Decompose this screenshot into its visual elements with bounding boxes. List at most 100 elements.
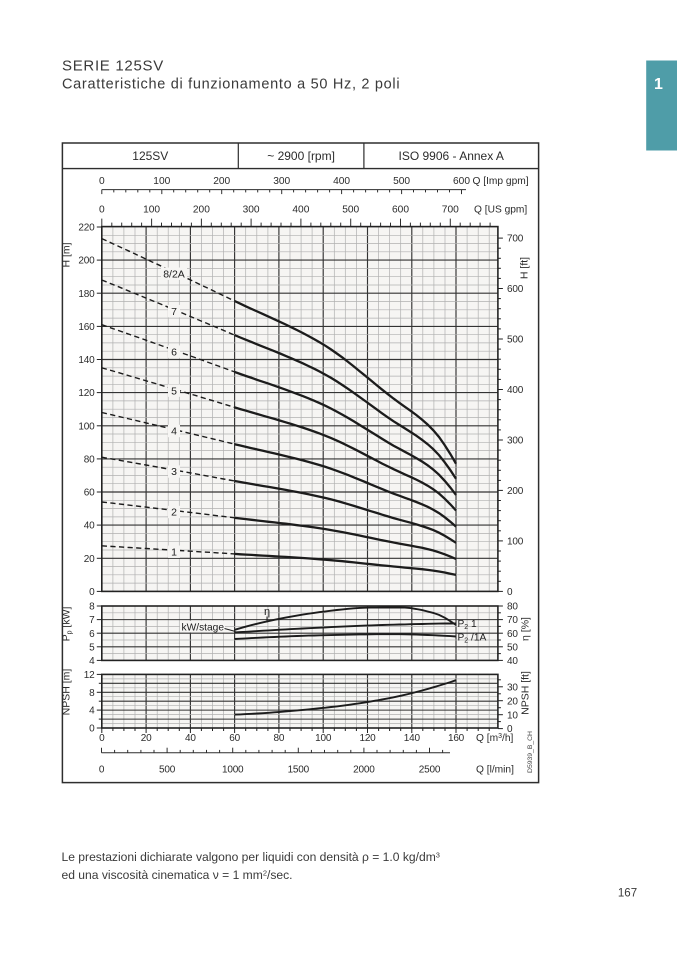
svg-text:80: 80: [84, 455, 95, 466]
svg-text:12: 12: [84, 670, 95, 681]
svg-text:Caratteristiche di funzionamen: Caratteristiche di funzionamento a 50 Hz…: [62, 77, 400, 93]
svg-text:500: 500: [393, 176, 410, 187]
svg-text:100: 100: [507, 537, 524, 548]
svg-text:P2 /1A: P2 /1A: [458, 633, 487, 645]
svg-text:6: 6: [89, 629, 95, 640]
svg-text:500: 500: [507, 335, 524, 346]
svg-text:8/2A: 8/2A: [163, 268, 185, 280]
svg-text:ISO 9906 - Annex A: ISO 9906 - Annex A: [398, 149, 503, 163]
svg-text:70: 70: [507, 615, 518, 626]
svg-text:500: 500: [342, 204, 359, 215]
svg-text:H [ft]: H [ft]: [519, 257, 531, 279]
svg-text:200: 200: [507, 486, 524, 497]
svg-text:0: 0: [99, 764, 105, 775]
svg-text:220: 220: [78, 223, 95, 234]
svg-text:~ 2900 [rpm]: ~ 2900 [rpm]: [267, 149, 335, 163]
svg-text:200: 200: [193, 204, 210, 215]
svg-text:4: 4: [171, 426, 177, 438]
svg-text:NPSH [ft]: NPSH [ft]: [520, 671, 532, 715]
svg-text:140: 140: [78, 355, 95, 366]
svg-text:10: 10: [507, 710, 518, 721]
svg-text:400: 400: [333, 176, 350, 187]
svg-text:40: 40: [507, 656, 518, 667]
svg-text:20: 20: [141, 733, 152, 744]
svg-text:0: 0: [89, 587, 95, 598]
svg-text:100: 100: [78, 421, 95, 432]
svg-text:Q [m3/h]: Q [m3/h]: [476, 733, 513, 744]
svg-text:Q [l/min]: Q [l/min]: [476, 764, 514, 775]
svg-text:167: 167: [618, 888, 637, 900]
svg-text:4: 4: [89, 706, 95, 717]
svg-text:200: 200: [78, 256, 95, 267]
svg-text:700: 700: [507, 234, 524, 245]
svg-text:5: 5: [171, 385, 177, 397]
svg-text:0: 0: [507, 724, 513, 735]
svg-text:180: 180: [78, 289, 95, 300]
svg-text:1: 1: [171, 546, 177, 558]
svg-text:80: 80: [507, 602, 518, 613]
svg-text:Q [Imp gpm]: Q [Imp gpm]: [473, 176, 529, 187]
svg-text:2: 2: [171, 507, 177, 519]
svg-text:100: 100: [143, 204, 160, 215]
svg-text:60: 60: [229, 733, 240, 744]
svg-text:kW/stage: kW/stage: [182, 623, 225, 634]
svg-text:η [%]: η [%]: [520, 617, 532, 641]
svg-text:Q [US gpm]: Q [US gpm]: [474, 204, 527, 215]
svg-text:0: 0: [507, 587, 513, 598]
svg-text:100: 100: [315, 733, 332, 744]
svg-text:200: 200: [213, 176, 230, 187]
svg-text:60: 60: [507, 629, 518, 640]
svg-text:700: 700: [442, 204, 459, 215]
svg-text:20: 20: [84, 554, 95, 565]
svg-text:300: 300: [273, 176, 290, 187]
svg-text:400: 400: [292, 204, 309, 215]
svg-text:η: η: [264, 606, 270, 618]
svg-text:30: 30: [507, 682, 518, 693]
svg-text:2500: 2500: [419, 764, 441, 775]
svg-text:100: 100: [153, 176, 170, 187]
svg-text:H [m]: H [m]: [61, 242, 73, 267]
svg-text:SERIE 125SV: SERIE 125SV: [62, 58, 164, 75]
svg-text:D5939_B_CH: D5939_B_CH: [527, 731, 534, 773]
svg-text:125SV: 125SV: [132, 149, 168, 163]
svg-text:1500: 1500: [288, 764, 310, 775]
svg-text:120: 120: [78, 388, 95, 399]
svg-text:600: 600: [507, 284, 524, 295]
svg-text:160: 160: [448, 733, 465, 744]
svg-text:0: 0: [99, 204, 105, 215]
svg-text:7: 7: [89, 615, 95, 626]
svg-text:0: 0: [99, 733, 105, 744]
svg-text:2000: 2000: [353, 764, 375, 775]
svg-text:ed una viscosità cinematica ν: ed una viscosità cinematica ν = 1 mm2/se…: [62, 868, 293, 882]
svg-text:600: 600: [392, 204, 409, 215]
svg-text:40: 40: [185, 733, 196, 744]
svg-text:Pp [kW]: Pp [kW]: [61, 607, 74, 642]
svg-text:5: 5: [89, 642, 95, 653]
svg-text:3: 3: [171, 466, 177, 478]
svg-text:NPSH [m]: NPSH [m]: [61, 669, 73, 716]
svg-text:600: 600: [453, 176, 470, 187]
svg-text:60: 60: [84, 488, 95, 499]
svg-text:50: 50: [507, 642, 518, 653]
svg-text:160: 160: [78, 322, 95, 333]
svg-text:300: 300: [507, 436, 524, 447]
svg-text:0: 0: [89, 724, 95, 735]
svg-text:300: 300: [243, 204, 260, 215]
svg-text:8: 8: [89, 602, 95, 613]
svg-text:140: 140: [404, 733, 421, 744]
svg-text:1000: 1000: [222, 764, 244, 775]
svg-text:0: 0: [99, 176, 105, 187]
svg-text:20: 20: [507, 696, 518, 707]
svg-text:Le prestazioni dichiarate valg: Le prestazioni dichiarate valgono per li…: [62, 850, 440, 864]
svg-text:400: 400: [507, 385, 524, 396]
svg-text:80: 80: [274, 733, 285, 744]
svg-text:500: 500: [159, 764, 176, 775]
svg-text:8: 8: [89, 688, 95, 699]
svg-text:40: 40: [84, 521, 95, 532]
svg-text:P2 1: P2 1: [458, 619, 478, 631]
svg-text:1: 1: [654, 76, 663, 93]
svg-text:6: 6: [171, 346, 177, 358]
svg-text:7: 7: [171, 306, 177, 318]
svg-text:120: 120: [359, 733, 376, 744]
svg-text:4: 4: [89, 656, 95, 667]
